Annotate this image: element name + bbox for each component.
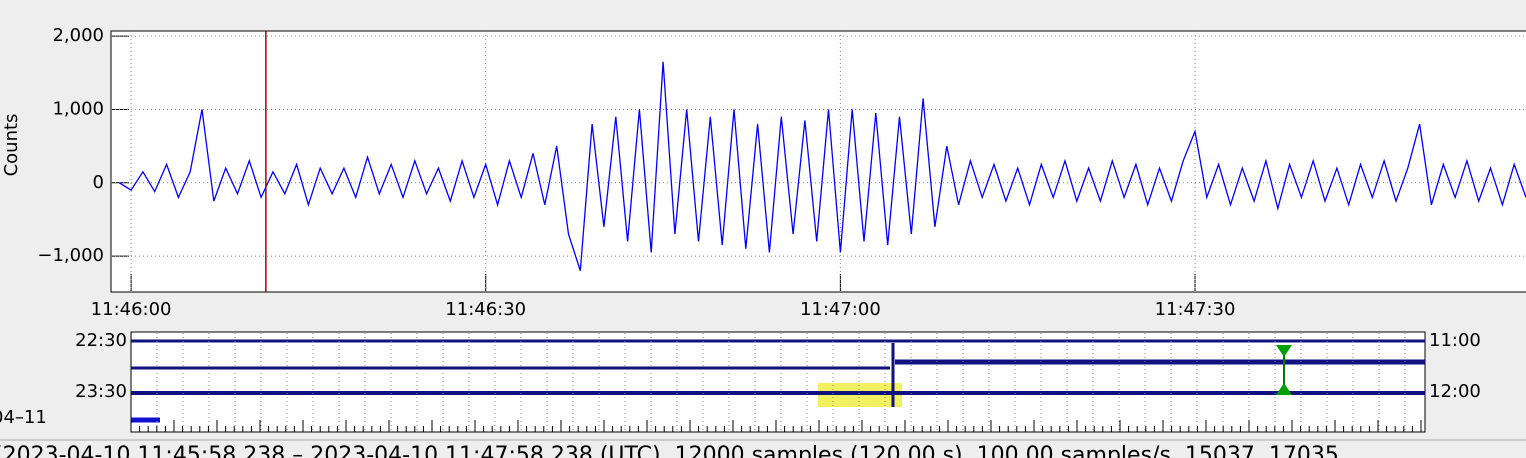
row-label: 11:00 (1429, 330, 1481, 351)
x-tick-label: 11:46:00 (91, 299, 172, 320)
y-axis-label: Counts (1, 114, 22, 177)
status-bar: [2023-04-10 11:45:58.238 – 2023-04-10 11… (0, 443, 1339, 458)
y-tick-label: 2,000 (52, 25, 104, 46)
x-tick-label: 11:46:30 (445, 299, 526, 320)
marker-bottom (1276, 383, 1292, 395)
plot-area (110, 30, 1526, 293)
x-tick-label: 11:47:30 (1155, 299, 1236, 320)
row-label: 12:00 (1429, 381, 1481, 402)
y-tick-label: 1,000 (52, 98, 104, 119)
row-label: 22:30 (75, 330, 127, 351)
y-tick-label: −1,000 (37, 245, 104, 266)
helicorder-frame (130, 331, 1426, 433)
date-label: 04–11 (0, 407, 47, 428)
helicorder: 22:30 23:30 11:00 12:00 04–11 (0, 330, 1481, 433)
x-tick-label: 11:47:00 (800, 299, 881, 320)
y-tick-label: 0 (93, 172, 104, 193)
marker-top (1276, 345, 1292, 357)
waveform (118, 61, 1526, 271)
row-label: 23:30 (75, 381, 127, 402)
